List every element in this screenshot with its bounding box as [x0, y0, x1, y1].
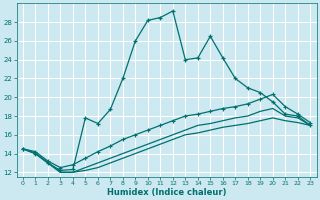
- X-axis label: Humidex (Indice chaleur): Humidex (Indice chaleur): [107, 188, 226, 197]
